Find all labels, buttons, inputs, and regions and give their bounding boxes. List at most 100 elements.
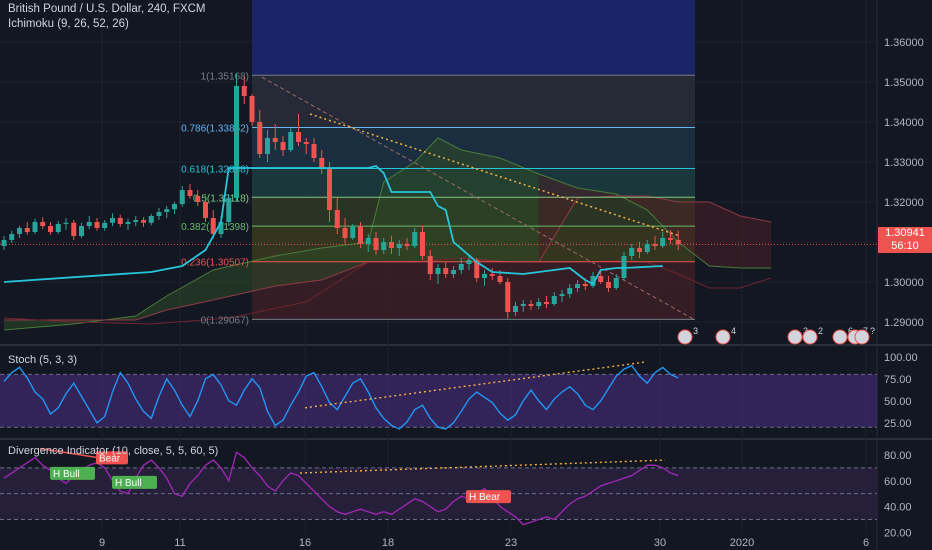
candle-body (420, 232, 425, 256)
candle-body (644, 244, 650, 252)
candle-body (241, 86, 247, 96)
candle-body (311, 144, 317, 158)
candle-body (265, 138, 270, 154)
candle-countdown: 56:10 (878, 240, 932, 253)
candle-body (365, 238, 371, 244)
candle-body (598, 276, 604, 282)
candle-body (55, 224, 61, 232)
candle-body (86, 222, 92, 226)
candle-body (187, 190, 193, 196)
candle-body (272, 138, 278, 142)
candle-body (412, 232, 418, 246)
hidden-bull-label: H Bull (53, 469, 80, 480)
candle-body (210, 218, 216, 234)
conversion-line (3, 165, 663, 286)
candle-body (79, 226, 84, 236)
fib-trend-line (261, 76, 696, 321)
candle-body (482, 274, 487, 278)
fib-level-label: 0.786(1.33862) (181, 124, 249, 135)
candle-body (218, 222, 224, 234)
price-axis[interactable]: 1.360001.350001.340001.330001.320001.310… (884, 37, 924, 539)
candle-body (613, 278, 619, 288)
bear-divergence-line (39, 447, 106, 460)
candle-body (303, 142, 309, 144)
candle-body (17, 228, 22, 234)
candle-body (505, 282, 511, 312)
candle-body (435, 268, 441, 274)
hidden-bear-label-bg (466, 490, 511, 504)
ichimoku-label: Ichimoku (9, 26, 52, 26) (8, 18, 129, 30)
symbol-title: British Pound / U.S. Dollar, 240, FXCM (8, 3, 206, 15)
candle-body (660, 238, 666, 246)
candle-body (94, 222, 100, 228)
event-flag-icon (677, 329, 693, 345)
overlay-layer: 1(1.35168) 0.786(1.33862) 0.618(1.32838) 0.… (0, 0, 877, 526)
price-tick-label: 1.30000 (884, 277, 924, 289)
time-tick-label: 16 (299, 537, 311, 549)
candle-body (427, 256, 433, 274)
candle-body (474, 260, 480, 278)
candle-body (567, 288, 573, 294)
div-tick-label: 20.00 (884, 527, 912, 539)
div-tick-label: 80.00 (884, 450, 912, 462)
event-count-badge: 3 (693, 326, 698, 336)
event-flag-icon (715, 329, 731, 345)
candle-body (172, 204, 177, 210)
time-tick-label: 30 (654, 537, 666, 549)
candle-body (528, 304, 534, 306)
ichimoku-cloud-bearish (538, 174, 772, 268)
ichimoku-cloud-bullish (4, 138, 539, 330)
candle-body (551, 296, 557, 304)
candle-body (520, 304, 526, 306)
event-flag-icon (832, 329, 848, 345)
candle-body (280, 142, 286, 150)
time-tick-label: 2020 (730, 537, 754, 549)
candle-body (48, 226, 53, 232)
hidden-bull-label-bg (50, 466, 95, 480)
candle-body (110, 218, 115, 223)
candle-body (606, 282, 611, 288)
price-tick-label: 1.33000 (884, 157, 924, 169)
time-tick-label: 11 (174, 537, 185, 549)
time-tick-label: 9 (99, 537, 105, 549)
candle-body (9, 234, 15, 240)
time-tick-label: 6 (863, 537, 869, 549)
stoch-title: Stoch (5, 3, 3) (8, 354, 78, 366)
candle-body (358, 226, 363, 244)
candle-body (559, 294, 565, 296)
candle-body (668, 238, 673, 240)
candle-body (404, 244, 410, 246)
candle-body (288, 132, 294, 150)
hidden-bull-label-bg (112, 475, 157, 489)
candle-body (102, 222, 108, 228)
time-axis[interactable]: 9 11 16 18 23 30 2020 6 (99, 537, 869, 549)
candle-body (133, 220, 139, 222)
candle-body (195, 196, 201, 202)
candle-body (489, 274, 495, 276)
candle-body (513, 306, 518, 312)
candle-body (249, 96, 255, 122)
candle-body (458, 264, 464, 270)
candle-body (257, 122, 263, 154)
candle-body (32, 222, 38, 232)
candle-body (148, 216, 154, 223)
candle-body (117, 218, 123, 224)
stoch-tick-label: 25.00 (884, 418, 912, 430)
div-tick-label: 60.00 (884, 476, 912, 488)
candle-body (497, 276, 503, 282)
price-tick-label: 1.36000 (884, 37, 924, 49)
candle-body (319, 158, 325, 168)
fib-level-label: 0.236(1.30507) (181, 258, 249, 269)
event-count-badge: 2 (818, 326, 823, 336)
div-tick-label: 40.00 (884, 502, 912, 514)
candle-body (1, 240, 7, 246)
candle-body (350, 226, 356, 238)
event-flag-icon (787, 329, 803, 345)
candle-body (389, 242, 394, 248)
candle-body (544, 302, 549, 304)
hidden-bull-label: H Bull (115, 478, 142, 489)
price-tick-label: 1.32000 (884, 197, 924, 209)
event-flag-icon (854, 329, 870, 345)
fib-level-label: 0.618(1.32838) (181, 164, 249, 175)
